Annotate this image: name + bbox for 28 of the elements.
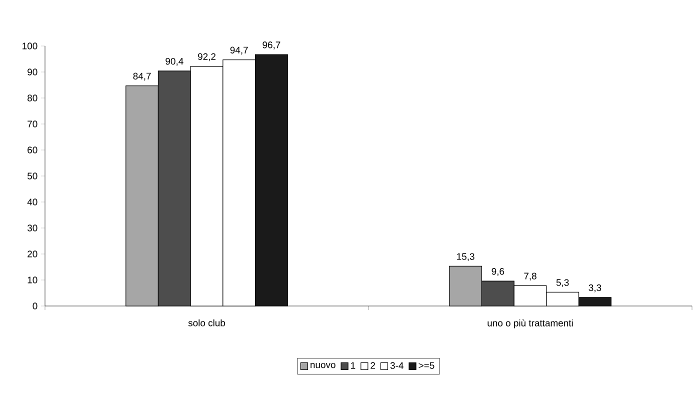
- data-label: 15,3: [457, 253, 474, 262]
- data-label: 9,6: [492, 268, 504, 276]
- y-tick-label: 100: [22, 42, 38, 50]
- y-tick-label: 80: [28, 94, 38, 102]
- data-label: 5,3: [556, 279, 569, 288]
- data-label: 7,8: [524, 272, 536, 281]
- y-tick-label: 40: [27, 198, 38, 206]
- y-tick-label: 10: [28, 276, 38, 284]
- x-tick-label: solo club: [188, 319, 226, 326]
- y-tick-label: 20: [28, 250, 38, 258]
- data-label: 94,7: [230, 46, 248, 55]
- data-label: 96,7: [262, 42, 280, 50]
- legend-label: >=5: [418, 362, 434, 369]
- y-tick-label: 50: [27, 172, 38, 180]
- data-label: 90,4: [166, 58, 184, 66]
- y-tick-label: 90: [28, 68, 38, 76]
- x-tick-label: uno o più trattamenti: [488, 319, 573, 328]
- y-tick-label: 60: [28, 146, 38, 154]
- data-label: 3,3: [588, 284, 602, 292]
- legend-label: 3-4: [390, 362, 404, 369]
- legend-label: nuovo: [310, 362, 336, 368]
- y-tick-label: 0: [32, 302, 38, 310]
- legend-label: 1: [351, 362, 356, 369]
- legend-label: 2: [370, 362, 375, 369]
- data-label: 92,2: [198, 53, 216, 62]
- data-label: 84,7: [133, 72, 151, 81]
- y-tick-label: 70: [28, 120, 38, 128]
- y-tick-label: 30: [27, 224, 38, 232]
